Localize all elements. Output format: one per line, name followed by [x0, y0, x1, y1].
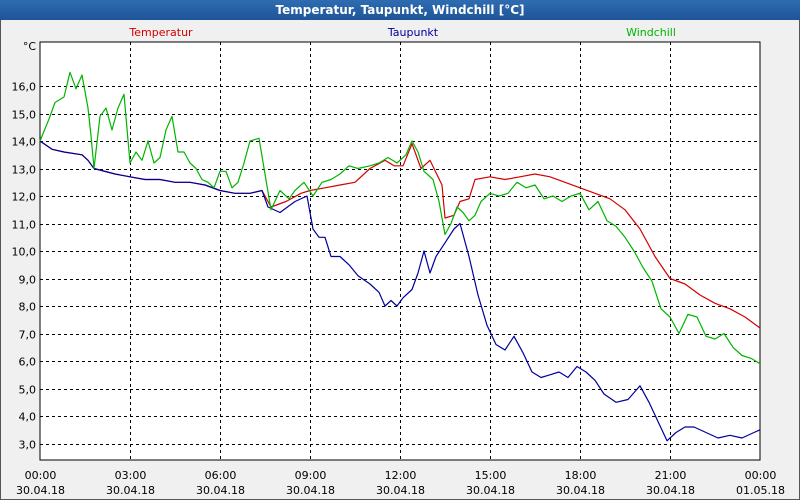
x-tick-date: 30.04.18: [376, 484, 425, 497]
x-tick-date: 30.04.18: [106, 484, 155, 497]
x-tick-date: 30.04.18: [286, 484, 335, 497]
x-tick-date: 30.04.18: [16, 484, 65, 497]
y-tick-label: 10,0: [12, 246, 37, 259]
x-tick-date: 30.04.18: [466, 484, 515, 497]
series-line-windchill: [39, 71, 761, 365]
x-tick-date: 30.04.18: [556, 484, 605, 497]
y-tick-label: 8,0: [19, 301, 37, 314]
x-tick-time: 09:00: [295, 469, 327, 482]
y-tick-label: 12,0: [12, 191, 37, 204]
x-tick-time: 00:00: [745, 469, 777, 482]
x-tick-time: 03:00: [115, 469, 147, 482]
y-tick-label: 5,0: [19, 384, 37, 397]
x-tick-time: 00:00: [25, 469, 57, 482]
y-tick-label: 13,0: [12, 164, 37, 177]
chart-title: Temperatur, Taupunkt, Windchill [°C]: [0, 0, 800, 20]
y-tick-label: 4,0: [19, 411, 37, 424]
y-tick-label: 15,0: [12, 109, 37, 122]
legend-temperatur: Temperatur: [128, 26, 193, 39]
y-tick-label: 6,0: [19, 356, 37, 369]
x-tick-time: 15:00: [475, 469, 507, 482]
y-tick-label: 3,0: [19, 439, 37, 452]
x-tick-time: 06:00: [205, 469, 237, 482]
y-tick-label: 9,0: [19, 274, 37, 287]
x-tick-date: 30.04.18: [196, 484, 245, 497]
legend-taupunkt: Taupunkt: [387, 26, 439, 39]
x-tick-time: 18:00: [565, 469, 597, 482]
y-unit-label: °C: [23, 40, 37, 53]
x-tick-time: 21:00: [655, 469, 687, 482]
legend-windchill: Windchill: [626, 26, 676, 39]
y-tick-label: 7,0: [19, 329, 37, 342]
y-tick-label: 11,0: [12, 219, 37, 232]
y-tick-label: 16,0: [12, 81, 37, 94]
x-tick-date: 01.05.18: [736, 484, 785, 497]
y-tick-label: 14,0: [12, 136, 37, 149]
x-tick-time: 12:00: [385, 469, 417, 482]
series-line-taupunkt: [39, 140, 761, 442]
x-tick-date: 30.04.18: [646, 484, 695, 497]
